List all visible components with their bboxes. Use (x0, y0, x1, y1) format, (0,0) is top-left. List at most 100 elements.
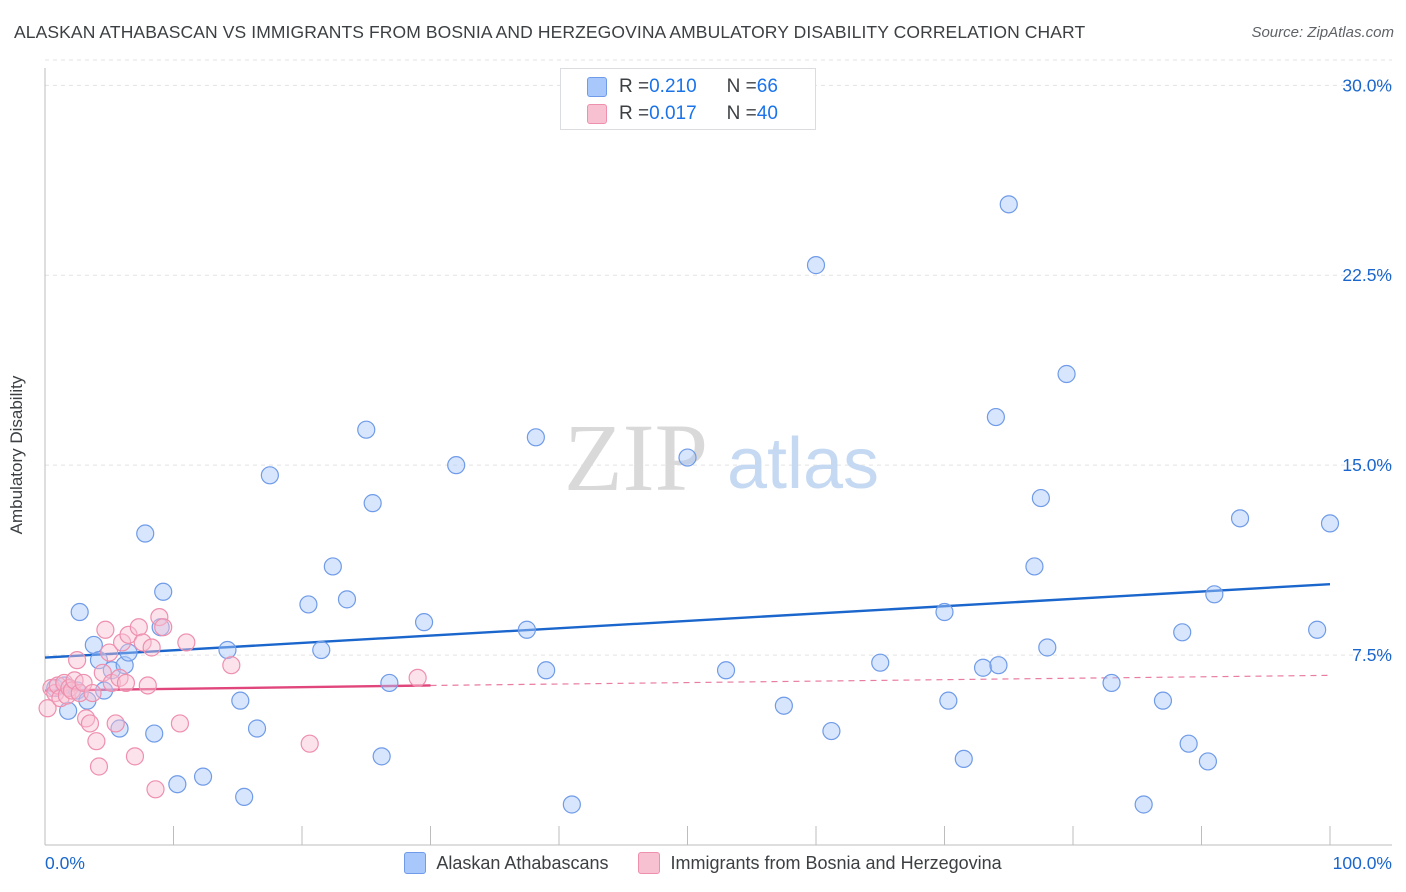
athabascan-point (414, 613, 434, 632)
athabascan-point (154, 582, 173, 601)
athabascan-point (95, 681, 114, 700)
trend-lines (44, 582, 1331, 692)
bosnia-trend-extension (430, 674, 1331, 687)
source-label: Source: ZipAtlas.com (1251, 24, 1394, 41)
bosnia-point (125, 747, 145, 766)
athabascan-point (935, 602, 954, 622)
legend-item-athabascan: Alaskan Athabascans (404, 852, 608, 874)
athabascan-point (1230, 509, 1250, 528)
y-tick-label: 30.0% (1342, 75, 1392, 95)
legend-n-value: 40 (756, 103, 778, 124)
athabascan-point (372, 747, 391, 766)
athabascan-point (1320, 514, 1340, 533)
bosnia-point (300, 734, 319, 753)
bosnia-point (80, 714, 100, 733)
axes (44, 68, 1392, 846)
x-tick-label: 0.0% (45, 853, 85, 873)
legend-r-label: R = (619, 103, 650, 124)
athabascan-point (774, 696, 793, 715)
athabascan-point (806, 256, 826, 275)
bosnia-point (150, 607, 169, 627)
bosnia-point (116, 673, 136, 693)
bosnia-point (146, 780, 165, 799)
athabascan-point (299, 595, 318, 614)
athabascan-point (871, 653, 890, 672)
athabascan-point (999, 195, 1018, 214)
athabascan-point (168, 775, 187, 794)
athabascan-point (989, 656, 1008, 675)
athabascan-point (822, 721, 841, 741)
bosnia-point (106, 714, 125, 733)
athabascan-point (312, 640, 331, 660)
grid-lines (45, 59, 1392, 656)
bosnia-point (154, 618, 173, 637)
athabascan-point (84, 635, 103, 655)
athabascan-point (1153, 691, 1173, 710)
athabascan-point (1031, 488, 1050, 508)
athabascan-point (145, 724, 164, 743)
athabascan-point (447, 456, 466, 475)
legend-swatch-athabascan (404, 852, 427, 874)
athabascan-point (1205, 585, 1224, 604)
athabascan-point (193, 767, 213, 786)
athabascan-point (678, 448, 697, 467)
athabascan-point (562, 795, 581, 814)
athabascan-point (380, 673, 399, 693)
bosnia-point (83, 683, 102, 703)
y-axis-label: Ambulatory Disability (7, 375, 26, 535)
athabascan-point (1025, 557, 1044, 576)
bosnia-point (129, 618, 148, 637)
bosnia-point (142, 638, 161, 657)
y-tick-label: 7.5% (1352, 645, 1392, 665)
bosnia-point (112, 633, 132, 652)
bosnia-point (70, 683, 89, 703)
chart-title: ALASKAN ATHABASCAN VS IMMIGRANTS FROM BO… (14, 22, 1086, 42)
athabascan-point (1057, 364, 1076, 384)
y-tick-label: 22.5% (1342, 265, 1392, 285)
athabascan-point (218, 640, 237, 660)
tick-labels: 7.5% 15.0% 22.5% 30.0% 0.0% 100.0% (45, 75, 1392, 873)
legend-n-label: N = (726, 103, 757, 124)
athabascan-point (337, 590, 357, 609)
athabascan-point (1134, 795, 1153, 814)
bosnia-point (38, 699, 57, 718)
athabascan-point (363, 494, 382, 513)
athabascan-point (231, 691, 250, 710)
y-tick-label: 15.0% (1342, 455, 1392, 475)
bosnia-point (93, 663, 112, 682)
legend-swatch-athabascan (587, 77, 607, 97)
x-tick-label: 100.0% (1333, 853, 1392, 873)
athabascan-point (537, 661, 556, 680)
athabascan-point (986, 407, 1006, 427)
athabascan-point (526, 428, 545, 447)
legend-n-value: 66 (756, 76, 778, 97)
athabascan-point (235, 787, 254, 806)
athabascan-point (323, 557, 342, 576)
athabascan-point (939, 691, 958, 710)
bosnia-point (100, 643, 119, 662)
athabascan-point (136, 524, 155, 543)
bosnia-point (170, 714, 190, 733)
legend-label-bosnia: Immigrants from Bosnia and Herzegovina (670, 852, 1002, 873)
legend-row-athabascan: R = 0.210 N = 66 (587, 74, 778, 100)
athabascan-point (1308, 620, 1327, 639)
bosnia-point (133, 633, 152, 652)
bosnia-point (408, 668, 427, 687)
legend-swatch-bosnia (638, 852, 661, 874)
athabascan-point (1198, 752, 1218, 771)
legend-r-value: 0.017 (649, 103, 697, 124)
athabascan-trend-line (44, 582, 1331, 659)
correlation-legend: R = 0.210 N = 66 R = 0.017 N = 40 (560, 68, 816, 130)
athabascan-point (517, 620, 536, 639)
bosnia-point (96, 620, 115, 639)
athabascan-point (716, 661, 736, 680)
watermark-zip: ZIP (564, 404, 708, 511)
athabascan-point (1179, 734, 1198, 753)
bosnia-point (87, 732, 106, 751)
athabascan-point (70, 602, 89, 622)
athabascan-point (357, 420, 376, 439)
legend-swatch-bosnia (587, 104, 607, 124)
athabascan-point (119, 643, 138, 662)
legend-r-value: 0.210 (649, 76, 697, 97)
